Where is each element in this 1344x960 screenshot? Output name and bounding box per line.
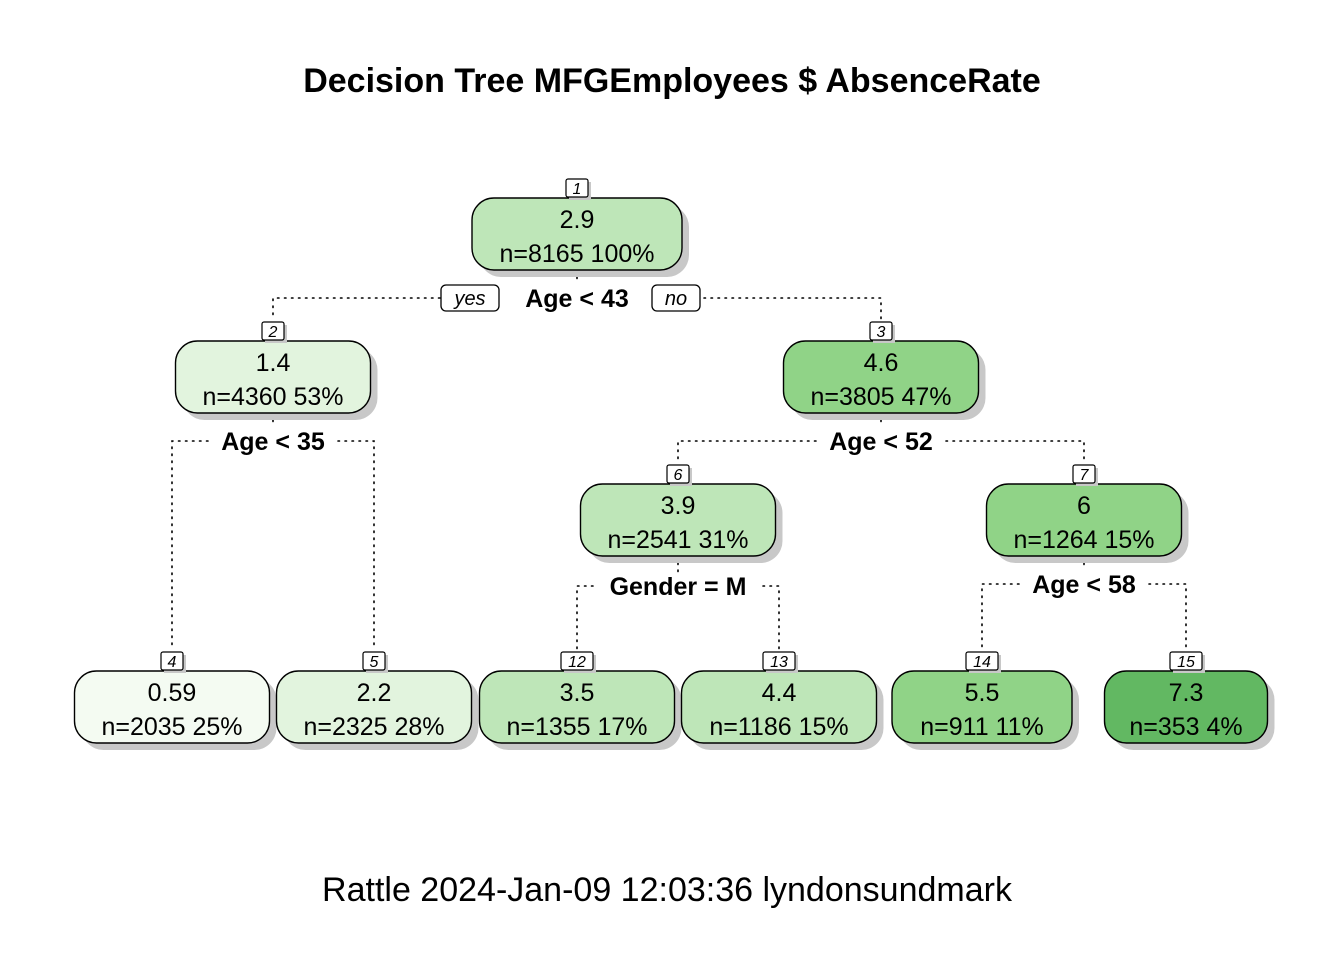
node-id-box bbox=[362, 651, 386, 671]
node-fitted-value: 5.5 bbox=[965, 679, 1000, 707]
node-id-box bbox=[1169, 651, 1203, 671]
node-count-percent: n=353 4% bbox=[1129, 713, 1242, 741]
node-id-label: 5 bbox=[370, 654, 379, 671]
node-id-box bbox=[965, 651, 999, 671]
node-fitted-value: 1.4 bbox=[256, 349, 291, 377]
split-label-node-7: Age < 58 bbox=[1032, 571, 1136, 599]
node-id-box bbox=[762, 651, 796, 671]
node-fitted-value: 3.9 bbox=[661, 492, 696, 520]
node-id-label: 7 bbox=[1080, 467, 1090, 484]
yes-label-box bbox=[440, 284, 500, 312]
node-fitted-value: 4.4 bbox=[762, 679, 797, 707]
node-id-box bbox=[1072, 464, 1096, 484]
node-id-box bbox=[869, 321, 893, 341]
node-id-label: 14 bbox=[973, 654, 991, 671]
node-id-label: 15 bbox=[1177, 654, 1195, 671]
node-id-box bbox=[261, 321, 285, 341]
tree-node-1: 2.9 n=8165 100% 1 bbox=[471, 178, 689, 277]
node-fitted-value: 2.9 bbox=[560, 206, 595, 234]
tree-node-14: 5.5 n=911 11% 14 bbox=[891, 651, 1079, 750]
tree-node-5: 2.2 n=2325 28% 5 bbox=[275, 651, 479, 750]
split-label-node-1: Age < 43 bbox=[525, 285, 629, 313]
node-id-label: 6 bbox=[674, 467, 683, 484]
node-fitted-value: 6 bbox=[1077, 492, 1091, 520]
node-count-percent: n=4360 53% bbox=[202, 383, 343, 411]
tree-node-12: 3.5 n=1355 17% 12 bbox=[478, 651, 682, 750]
tree-node-6: 3.9 n=2541 31% 6 bbox=[579, 464, 783, 563]
tree-node-4: 0.59 n=2035 25% 4 bbox=[73, 651, 277, 750]
node-count-percent: n=2325 28% bbox=[303, 713, 444, 741]
no-edge-label: no bbox=[665, 288, 687, 310]
node-count-percent: n=2541 31% bbox=[607, 526, 748, 554]
node-id-label: 13 bbox=[770, 654, 788, 671]
node-id-box bbox=[160, 651, 184, 671]
chart-title: Decision Tree MFGEmployees $ AbsenceRate bbox=[303, 62, 1041, 100]
yes-edge-label: yes bbox=[452, 288, 485, 310]
node-count-percent: n=1186 15% bbox=[709, 713, 848, 741]
node-fitted-value: 4.6 bbox=[864, 349, 899, 377]
no-label-box bbox=[651, 284, 701, 312]
node-id-box bbox=[666, 464, 690, 484]
tree-node-7: 6 n=1264 15% 7 bbox=[985, 464, 1189, 563]
split-label-node-3: Age < 52 bbox=[829, 428, 933, 456]
node-id-label: 2 bbox=[268, 324, 278, 341]
tree-nodes: Age < 43 yes no Age < 35 Age < 52 Gender = M A… bbox=[73, 178, 1275, 750]
node-id-label: 1 bbox=[573, 181, 582, 198]
node-count-percent: n=3805 47% bbox=[810, 383, 951, 411]
node-id-box bbox=[560, 651, 594, 671]
node-fitted-value: 2.2 bbox=[357, 679, 392, 707]
node-count-percent: n=8165 100% bbox=[499, 240, 654, 268]
footer-caption: Rattle 2024-Jan-09 12:03:36 lyndonsundma… bbox=[322, 871, 1013, 909]
tree-node-2: 1.4 n=4360 53% 2 bbox=[174, 321, 378, 420]
tree-node-15: 7.3 n=353 4% 15 bbox=[1103, 651, 1275, 750]
tree-node-13: 4.4 n=1186 15% 13 bbox=[680, 651, 884, 750]
node-id-label: 4 bbox=[168, 654, 177, 671]
node-count-percent: n=911 11% bbox=[920, 713, 1044, 741]
node-fitted-value: 0.59 bbox=[148, 679, 197, 707]
edge-from-node-7 bbox=[981, 555, 1187, 650]
tree-node-3: 4.6 n=3805 47% 3 bbox=[782, 321, 986, 420]
edge-from-node-6 bbox=[576, 555, 780, 650]
split-label-node-2: Age < 35 bbox=[221, 428, 325, 456]
node-count-percent: n=1355 17% bbox=[506, 713, 647, 741]
node-id-box bbox=[565, 178, 589, 198]
node-count-percent: n=1264 15% bbox=[1013, 526, 1154, 554]
split-label-node-6: Gender = M bbox=[610, 573, 747, 601]
node-id-label: 3 bbox=[877, 324, 886, 341]
node-fitted-value: 7.3 bbox=[1169, 679, 1204, 707]
node-id-label: 12 bbox=[568, 654, 586, 671]
node-fitted-value: 3.5 bbox=[560, 679, 595, 707]
node-count-percent: n=2035 25% bbox=[101, 713, 242, 741]
